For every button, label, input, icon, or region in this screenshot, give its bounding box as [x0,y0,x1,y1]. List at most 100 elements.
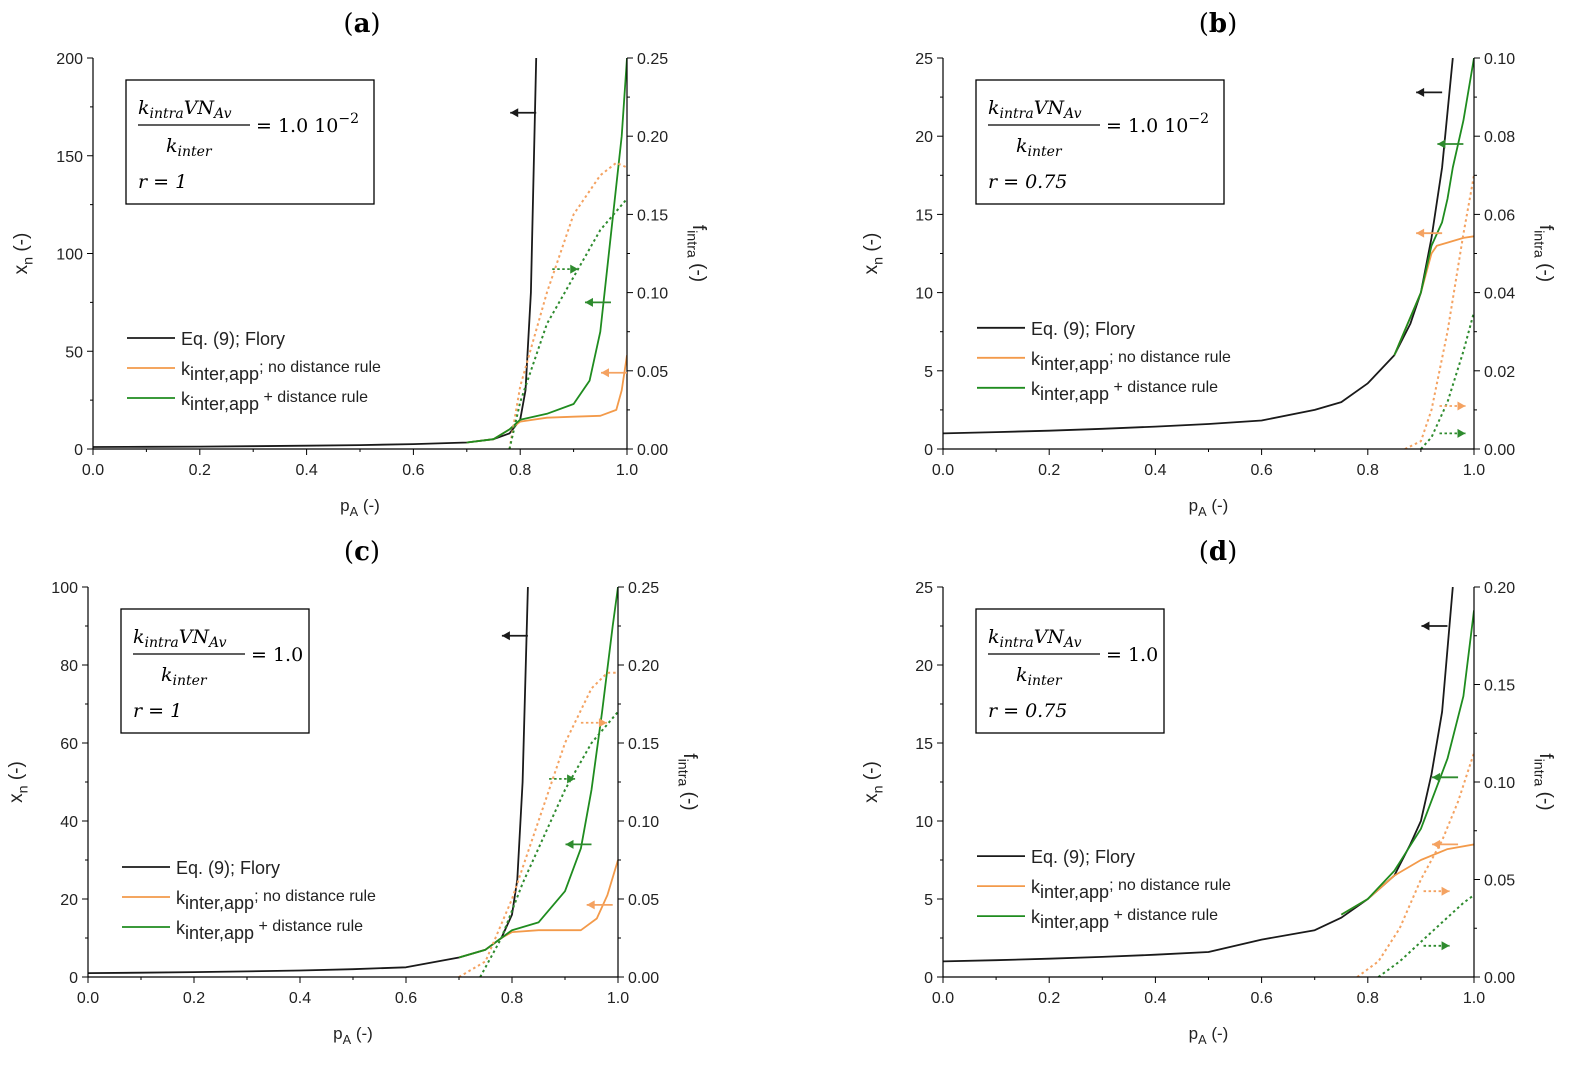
arrow-head [565,839,574,849]
series-group [943,587,1474,977]
y-tick-label: 100 [56,247,83,264]
x-tick-label: 0.4 [1144,462,1166,479]
y2-tick-label: 0.15 [1484,678,1515,695]
series-line-3 [1356,752,1474,977]
panel-d: (d) 0.0 0.2 0.4 0.6 0.8 1.0 0 5 10 15 20 25 0.00 0.05 0… [861,537,1556,1047]
arrow-head [1432,839,1441,849]
r-value: r = 1 [133,700,182,722]
y2-axis-label: fintra (-) [683,225,709,282]
y2-tick-label: 0.10 [628,814,659,831]
y-tick-label: 150 [56,149,83,166]
arrow-head [601,368,609,378]
x-tick-label: 0.2 [1038,462,1060,479]
y-tick-label: 20 [915,129,933,146]
ratio-denominator: kinter [166,135,213,160]
arrow-head [1416,87,1425,97]
legend: Eq. (9); Flory kinter,app; no distance ru… [122,858,376,943]
series-line-0 [943,587,1454,963]
panel-title: (a) [343,9,380,39]
series-group [943,58,1474,449]
series-line-2 [1340,610,1474,916]
y-tick-label: 80 [60,658,78,675]
x-axis-label: pA (-) [333,1024,373,1047]
ratio-numerator: kintraVNAv [138,97,232,122]
legend: Eq. (9); Flory kinter,app; no distance ru… [127,329,381,414]
x-tick-label: 0.8 [509,462,531,479]
legend-label: kinter,app; no distance rule [1031,349,1231,374]
y2-tick-label: 0.00 [628,970,659,987]
x-tick-label: 0.6 [395,990,417,1007]
y2-tick-label: 0.02 [1484,364,1515,381]
y-tick-label: 0 [924,970,933,987]
y2-tick-label: 0.05 [637,364,668,381]
ratio-denominator: kinter [161,664,208,689]
legend-label: kinter,app + distance rule [1031,907,1218,932]
y-tick-label: 40 [60,814,78,831]
arrow-head [570,264,579,274]
y-tick-label: 200 [56,51,83,68]
y-tick-label: 15 [915,207,933,224]
y2-tick-label: 0.15 [637,207,668,224]
y-axis-label: xn (-) [11,233,37,275]
ratio-value: = 1.0 10−2 [1106,111,1209,137]
y2-tick-label: 0.10 [637,286,668,303]
ratio-numerator: kintraVNAv [133,626,227,651]
y2-tick-label: 0.05 [628,892,659,909]
y-tick-label: 0 [74,442,83,459]
y2-tick-label: 0.06 [1484,207,1515,224]
ratio-value: = 1.0 [1106,644,1158,666]
y-axis-label: xn (-) [861,233,887,275]
annotation-frame [120,608,310,734]
y2-tick-label: 0.25 [628,580,659,597]
legend-label: Eq. (9); Flory [1031,319,1135,339]
y2-tick-label: 0.00 [1484,970,1515,987]
x-tick-label: 0.4 [289,990,311,1007]
arrow-head [1421,621,1430,631]
legend: Eq. (9); Flory kinter,app; no distance ru… [977,319,1231,404]
annotation-frame [125,79,375,205]
legend-label: Eq. (9); Flory [181,329,285,349]
arrow-head [501,631,510,641]
arrow-head [598,718,607,728]
x-tick-label: 0.8 [1357,990,1379,1007]
legend: Eq. (9); Flory kinter,app; no distance ru… [977,847,1231,932]
x-tick-label: 0.4 [295,462,317,479]
y2-tick-label: 0.25 [637,51,668,68]
ratio-numerator: kintraVNAv [988,626,1082,651]
y-axis-label: xn (-) [6,761,32,803]
arrow-head [586,900,595,910]
legend-label: kinter,app + distance rule [176,918,363,943]
y-tick-label: 15 [915,736,933,753]
legend-label: kinter,app; no distance rule [181,359,381,384]
legend-label: Eq. (9); Flory [1031,847,1135,867]
series-line-1 [466,355,627,444]
ratio-numerator: kintraVNAv [988,97,1082,122]
legend-label: kinter,app; no distance rule [176,888,376,913]
x-tick-label: 1.0 [616,462,638,479]
y2-tick-label: 0.20 [637,129,668,146]
series-line-4 [479,711,618,977]
panel-title: (b) [1199,9,1238,39]
series-line-0 [88,587,529,974]
series-line-3 [508,161,627,449]
y-tick-label: 60 [60,736,78,753]
arrow-head [567,774,576,784]
legend-label: kinter,app + distance rule [181,389,368,414]
series-group [93,58,627,449]
arrow-head [1441,941,1450,951]
x-tick-label: 0.0 [932,990,954,1007]
series-line-4 [1377,894,1474,977]
x-tick-label: 0.6 [402,462,424,479]
x-tick-label: 0.6 [1250,462,1272,479]
arrow-head [1432,772,1441,782]
arrow-head [1416,228,1425,238]
y-tick-label: 0 [69,970,78,987]
annotation-box: kintraVNAv kinter = 1.0 r = 1 [120,608,310,734]
y-tick-label: 5 [924,892,933,909]
y2-axis-label: fintra (-) [1530,753,1556,810]
ratio-value: = 1.0 [251,644,303,666]
x-tick-label: 1.0 [1463,462,1485,479]
series-line-2 [466,58,627,444]
panel-b: (b) 0.0 0.2 0.4 0.6 0.8 1.0 0 5 10 15 20 25 0.00 0.02 0… [861,9,1556,519]
x-tick-label: 1.0 [1463,990,1485,1007]
